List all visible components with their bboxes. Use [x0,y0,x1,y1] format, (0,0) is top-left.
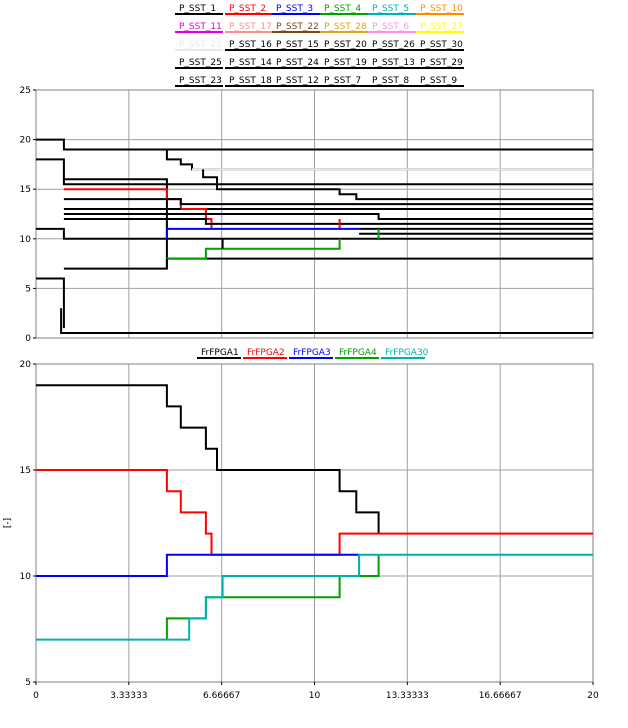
series-line [202,169,593,201]
legend-label: P_SST_15 [276,40,319,50]
y-axis-label: [-] [3,518,13,528]
top-chart-panel: P_SST_1 P_SST_2 P_SST_3 P_SST_4 P_SST_5 P_SST… [20,4,594,344]
series-line [36,277,65,329]
legend-label: P_SST_25 [179,58,222,68]
legend-label: P_SST_22 [276,22,319,32]
plot-frame [35,89,594,339]
x-tick-label: 13.33333 [386,691,429,701]
series-line [63,218,593,225]
y-tick-label: 15 [20,185,31,195]
legend-label: P_SST_17 [229,22,272,32]
legend-label: P_SST_19 [324,58,367,68]
legend-label: P_SST_3 [276,4,313,14]
legend-label: P_SST_27 [420,22,463,32]
legend-label: P_SST_9 [420,76,457,86]
legend-label: P_SST_12 [276,76,319,86]
y-tick-label: 0 [25,334,31,344]
legend-label: P_SST_16 [229,40,272,50]
x-tick-label: 0 [33,691,39,701]
y-tick-label: 10 [20,235,32,245]
x-tick-label: 16.66667 [479,691,522,701]
legend-label: FrFPGA3 [293,348,331,358]
x-tick-label: 20 [587,691,599,701]
legend-label: P_SST_6 [372,22,409,32]
legend-label: P_SST_21 [179,40,222,50]
legend-label: P_SST_5 [372,4,409,14]
y-tick-label: 20 [20,360,32,370]
series-line [36,158,593,186]
series-line [165,227,360,239]
y-tick-label: 5 [25,284,31,294]
legend-label: P_SST_20 [324,40,367,50]
legend-label: P_SST_11 [179,22,222,32]
legend-label: P_SST_18 [229,76,272,86]
legend-label: P_SST_24 [276,58,319,68]
y-tick-label: 10 [20,572,32,582]
series-line [63,213,593,220]
legend-label: P_SST_8 [372,76,409,86]
series-line [63,148,593,171]
series-line [36,469,593,556]
series-line [63,198,593,206]
legend-label: FrFPGA30 [385,348,429,358]
legend-label: P_SST_10 [420,4,463,14]
legend-label: P_SST_30 [420,40,463,50]
legend-label: P_SST_26 [372,40,415,50]
series-line [36,384,380,534]
x-tick-label: 6.66667 [203,691,240,701]
series-line [60,308,593,334]
legend-label: P_SST_14 [229,58,272,68]
legend-label: P_SST_2 [229,4,266,14]
legend-label: FrFPGA4 [339,348,377,358]
legend-label: P_SST_29 [420,58,463,68]
legend-label: FrFPGA2 [247,348,285,358]
series-line [36,553,593,641]
y-tick-label: 15 [20,466,31,476]
x-tick-label: 3.33333 [110,691,147,701]
series-line [165,238,341,269]
series-line [36,227,593,240]
legend-label: P_SST_4 [324,4,361,14]
legend-label: P_SST_23 [179,76,222,86]
series-line [36,553,360,577]
y-tick-label: 25 [20,86,31,96]
y-tick-label: 5 [25,678,31,688]
y-tick-label: 20 [20,136,32,146]
series-line [165,554,380,640]
legend-label: P_SST_28 [324,22,367,32]
legend-label: P_SST_7 [324,76,361,86]
series-line [36,138,593,151]
x-tick-label: 10 [309,691,321,701]
bottom-chart-panel: FrFPGA1 FrFPGA2 FrFPGA3 FrFPGA4 FrFPGA30 5 10 1… [3,348,599,701]
legend-label: P_SST_1 [179,4,216,14]
series-line [63,258,168,270]
legend-label: P_SST_13 [372,58,415,68]
legend-label: FrFPGA1 [201,348,239,358]
